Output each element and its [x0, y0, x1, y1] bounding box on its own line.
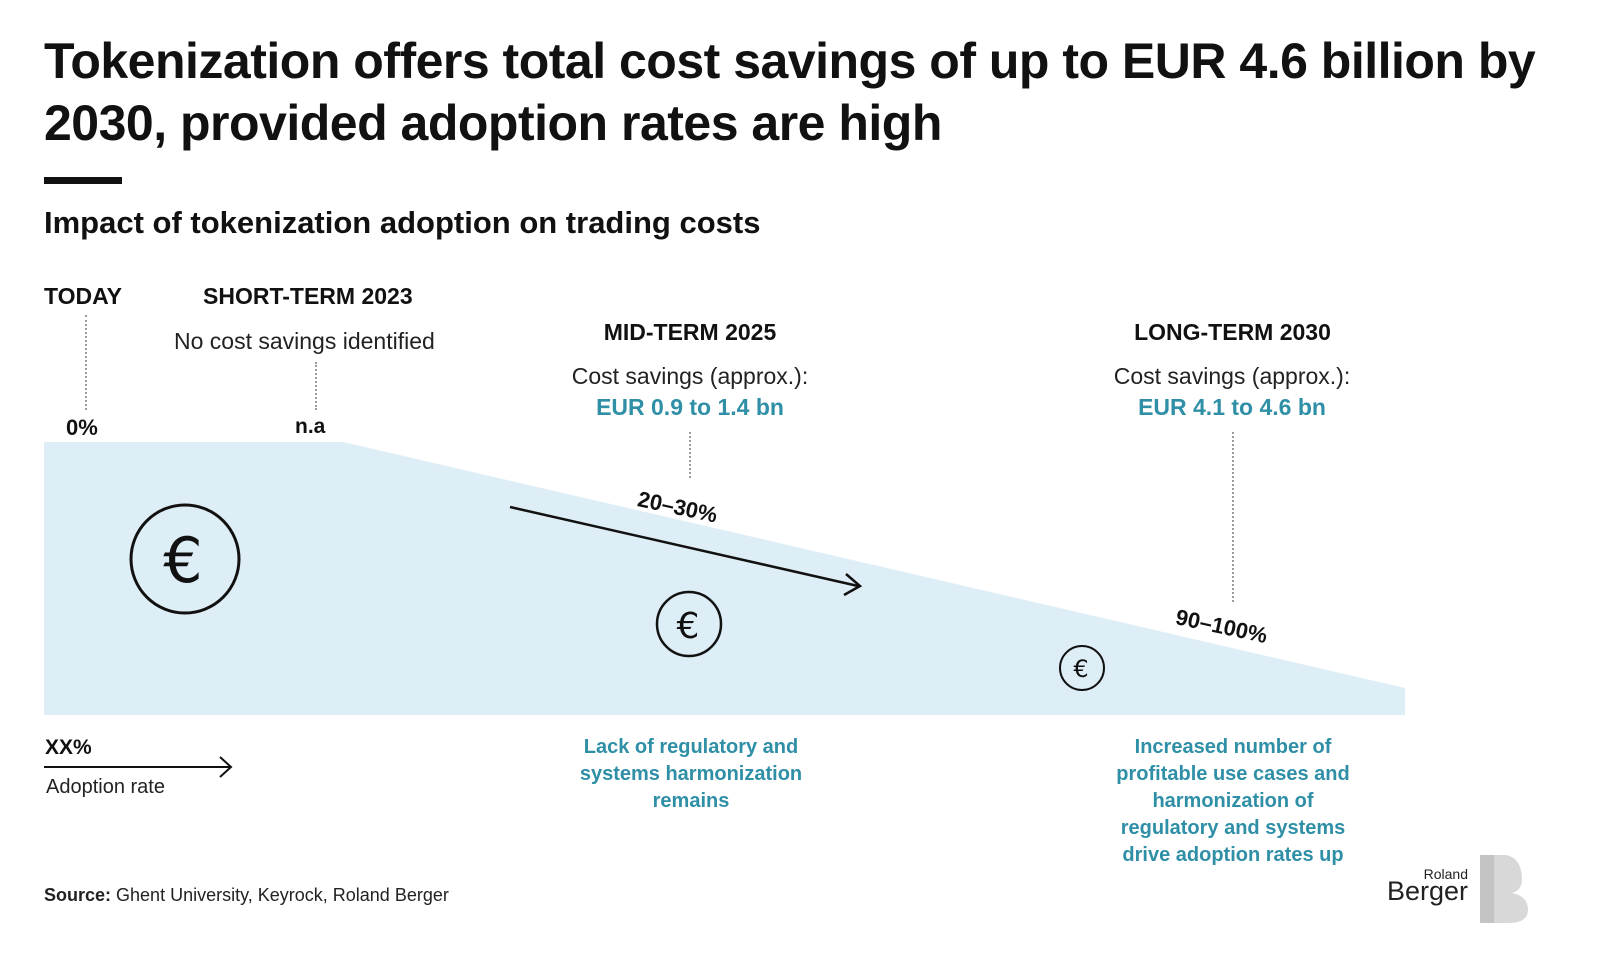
- chart-subtitle: Impact of tokenization adoption on tradi…: [44, 205, 761, 240]
- legend-value: XX%: [45, 736, 92, 759]
- long-term-driver-text: Increased number of profitable use cases…: [1116, 736, 1350, 866]
- phase-mid-term-label: MID-TERM 2025: [603, 319, 777, 345]
- short-term-leader-line: [315, 362, 317, 410]
- title-divider: [44, 177, 122, 184]
- today-leader-line: [85, 315, 87, 410]
- logo-mark-icon: [1480, 855, 1528, 923]
- euro-icon-small: €: [1059, 645, 1105, 691]
- mid-term-savings-value: EUR 0.9 to 1.4 bn: [596, 394, 784, 420]
- long-term-leader-line: [1232, 432, 1234, 602]
- euro-symbol-medium: €: [677, 606, 700, 647]
- phase-short-term-label: SHORT-TERM 2023: [203, 283, 413, 309]
- phase-long-term-label: LONG-TERM 2030: [1134, 319, 1331, 345]
- euro-icon-large: €: [129, 503, 241, 615]
- legend-arrow-icon: [44, 756, 233, 778]
- trend-arrow-icon: [509, 505, 863, 597]
- short-term-note: No cost savings identified: [174, 328, 435, 354]
- long-term-savings-label: Cost savings (approx.):: [1113, 363, 1351, 389]
- long-term-savings-value: EUR 4.1 to 4.6 bn: [1138, 394, 1326, 420]
- source-text: Ghent University, Keyrock, Roland Berger: [111, 885, 449, 905]
- page-title: Tokenization offers total cost savings o…: [44, 33, 1536, 151]
- mid-term-driver-text: Lack of regulatory and systems harmoniza…: [579, 736, 803, 812]
- mid-term-savings-label: Cost savings (approx.):: [571, 363, 809, 389]
- phase-today-label: TODAY: [44, 283, 122, 309]
- legend-label: Adoption rate: [46, 776, 165, 798]
- source-note: Source: Ghent University, Keyrock, Rolan…: [44, 885, 449, 906]
- source-prefix: Source:: [44, 885, 112, 905]
- short-term-adoption-value: n.a: [295, 415, 326, 438]
- cost-area: [44, 442, 1405, 715]
- euro-symbol-small: €: [1073, 655, 1088, 683]
- euro-symbol-large: €: [163, 524, 202, 597]
- today-adoption-value: 0%: [66, 415, 98, 440]
- mid-term-leader-line: [689, 432, 691, 478]
- logo-berger-text: Berger: [1386, 876, 1468, 906]
- euro-icon-medium: €: [655, 590, 723, 658]
- logo-roland-text: Roland: [1423, 866, 1468, 882]
